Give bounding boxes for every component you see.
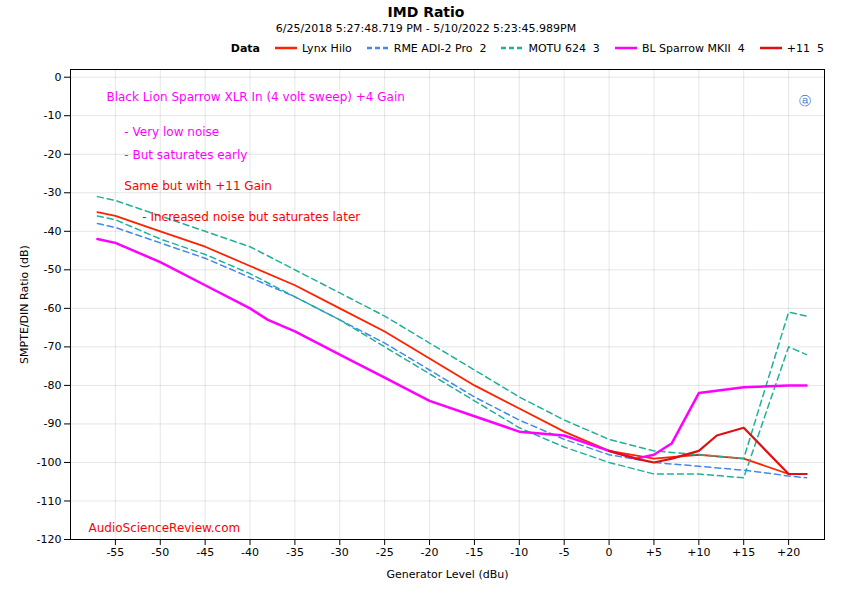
svg-text:- Increased noise but saturate: - Increased noise but saturates later (142, 210, 360, 224)
svg-text:+20: +20 (777, 546, 800, 559)
html-text:IMD Ratio: IMD Ratio (387, 4, 465, 20)
svg-text:Generator Level (dBu): Generator Level (dBu) (387, 568, 509, 581)
svg-text:-50: -50 (151, 546, 169, 559)
html-text:BL Sparrow MKII 4: BL Sparrow MKII 4 (641, 41, 745, 55)
svg-text:-55: -55 (106, 546, 124, 559)
svg-text:-100: -100 (37, 456, 62, 469)
svg-text:+15: +15 (732, 546, 755, 559)
svg-text:- Very low noise: - Very low noise (124, 125, 219, 139)
svg-text:-25: -25 (376, 546, 394, 559)
svg-text:-70: -70 (44, 340, 62, 353)
svg-text:-45: -45 (196, 546, 214, 559)
html-text:6/25/2018 5:27:48.719 PM - 5/1: 6/25/2018 5:27:48.719 PM - 5/10/2022 5:2… (275, 22, 577, 35)
svg-text:-10: -10 (44, 109, 62, 122)
html-text:+11 5: +11 5 (786, 41, 824, 55)
svg-text:-30: -30 (44, 186, 62, 199)
svg-text:-80: -80 (44, 379, 62, 392)
svg-text:0: 0 (606, 546, 613, 559)
html-text:Lynx Hilo: Lynx Hilo (302, 41, 352, 55)
svg-text:- But saturates early: - But saturates early (124, 148, 247, 162)
svg-text:-35: -35 (286, 546, 304, 559)
svg-text:SMPTE/DIN Ratio (dB): SMPTE/DIN Ratio (dB) (18, 245, 31, 364)
svg-text:AudioScienceReview.com: AudioScienceReview.com (88, 521, 240, 535)
svg-text:-30: -30 (331, 546, 349, 559)
svg-text:-120: -120 (37, 533, 62, 546)
svg-text:-50: -50 (44, 263, 62, 276)
html-text:RME ADI-2 Pro 2: RME ADI-2 Pro 2 (393, 41, 487, 55)
svg-text:-110: -110 (37, 494, 62, 507)
svg-text:Black Lion Sparrow XLR In (4 v: Black Lion Sparrow XLR In (4 volt sweep)… (106, 90, 405, 104)
svg-text:+5: +5 (646, 546, 662, 559)
svg-text:-15: -15 (465, 546, 483, 559)
svg-text:-10: -10 (510, 546, 528, 559)
html-text:Data: Data (230, 41, 260, 55)
svg-text:-20: -20 (421, 546, 439, 559)
svg-text:+10: +10 (687, 546, 710, 559)
html-text:MOTU 624 3: MOTU 624 3 (528, 41, 600, 55)
svg-text:ⓐ: ⓐ (799, 94, 811, 108)
svg-text:-90: -90 (44, 417, 62, 430)
svg-text:-20: -20 (44, 148, 62, 161)
svg-text:Same but with +11 Gain: Same but with +11 Gain (124, 179, 272, 193)
svg-text:-40: -40 (241, 546, 259, 559)
svg-text:-40: -40 (44, 225, 62, 238)
svg-text:-5: -5 (559, 546, 570, 559)
svg-text:-60: -60 (44, 302, 62, 315)
svg-text:0: 0 (55, 71, 62, 84)
